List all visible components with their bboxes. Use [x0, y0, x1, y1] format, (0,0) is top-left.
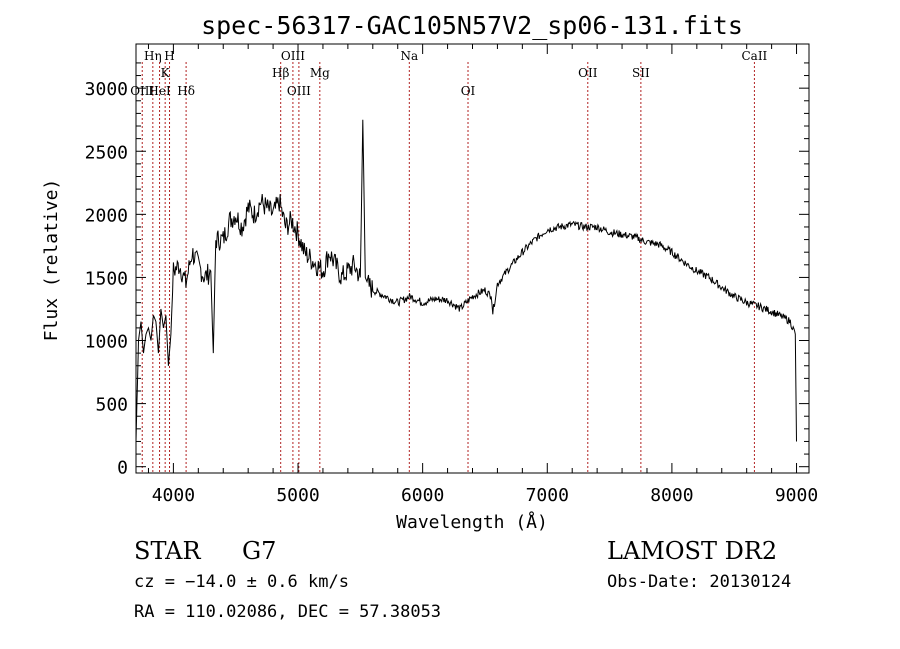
redshift-text: cz = −14.0 ± 0.6 km/s: [134, 572, 349, 592]
x-tick-label: 5000: [276, 485, 319, 506]
y-tick-label: 1500: [85, 268, 128, 289]
chart-title: spec-56317-GAC105N57V2_sp06-131.fits: [201, 11, 743, 40]
spectrum-line: [135, 119, 797, 442]
obs-date: Obs-Date: 20130124: [607, 572, 792, 592]
spectral-line-label: OII: [578, 66, 598, 80]
spectral-line-label: HeI: [148, 84, 171, 98]
x-axis-label: Wavelength (Å): [396, 511, 548, 533]
y-tick-label: 2000: [85, 205, 128, 226]
y-tick-label: 0: [117, 458, 128, 479]
x-axis-ticks: 4000 5000 6000 7000 8000 9000: [147, 44, 818, 506]
survey-name: LAMOST DR2: [607, 537, 778, 565]
x-tick-label: 9000: [775, 485, 818, 506]
x-tick-label: 4000: [152, 485, 195, 506]
spectral-line-label: CaII: [741, 49, 767, 63]
plot-frame: [135, 43, 810, 474]
spectral-line-labels: OIII Hη HeI KH Hδ Hβ OIII OIII Mg Na OI OII SII CaII: [130, 49, 767, 98]
object-class: STAR: [134, 537, 201, 565]
spectral-line-label: Hη: [144, 49, 162, 63]
spectral-line-label: K: [161, 66, 171, 80]
x-tick-label: 7000: [526, 485, 569, 506]
spectral-line-label: OIII: [287, 84, 311, 98]
x-tick-label: 6000: [401, 485, 444, 506]
y-tick-label: 1000: [85, 332, 128, 353]
coordinates-text: RA = 110.02086, DEC = 57.38053: [134, 602, 442, 622]
y-tick-label: 2500: [85, 142, 128, 163]
spectral-line-label: OIII: [281, 49, 305, 63]
object-subclass: G7: [242, 537, 277, 565]
spectral-line-label: Mg: [310, 66, 330, 80]
spectral-line-label: H: [164, 49, 174, 63]
x-tick-label: 8000: [650, 485, 693, 506]
spectral-line-label: OI: [461, 84, 476, 98]
y-axis-label: Flux (relative): [41, 179, 62, 342]
spectrum-series: [135, 119, 797, 442]
y-tick-label: 3000: [85, 79, 128, 100]
y-axis-ticks: 0 500 1000 1500 2000 2500 3000: [85, 62, 809, 479]
spectral-line-markers: [141, 62, 755, 473]
spectral-line-label: Na: [400, 49, 418, 63]
spectral-line-label: Hβ: [272, 66, 289, 80]
y-tick-label: 500: [95, 395, 128, 416]
spectral-line-label: OIII: [130, 84, 154, 98]
spectral-line-label: Hδ: [177, 84, 195, 98]
spectral-line-label: SII: [632, 66, 650, 80]
